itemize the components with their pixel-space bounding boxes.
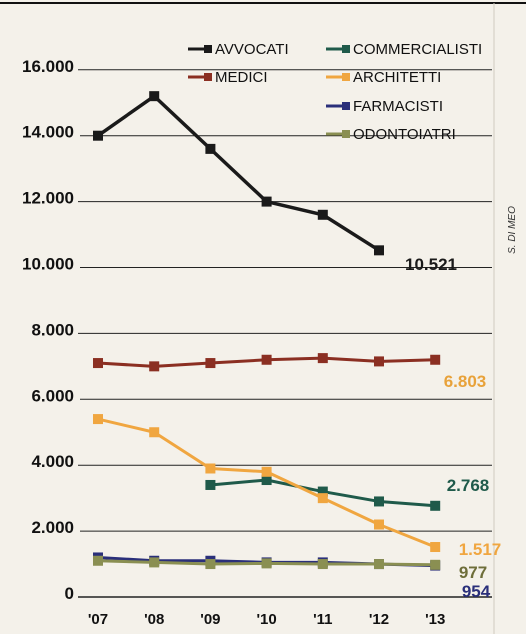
legend-label: AVVOCATI <box>215 41 289 58</box>
legend-label: ARCHITETTI <box>353 69 441 86</box>
x-tick-label: '10 <box>256 611 276 628</box>
data-point <box>374 519 384 530</box>
end-value-label: 6.803 <box>444 372 487 391</box>
legend-label: FARMACISTI <box>353 98 443 115</box>
legend-swatch-marker <box>342 73 350 81</box>
data-point <box>430 500 441 511</box>
legend-label: MEDICI <box>215 69 268 86</box>
end-value-label: 977 <box>459 563 487 582</box>
x-tick-label: '09 <box>200 611 220 628</box>
y-tick-label: 0 <box>65 584 74 603</box>
data-point <box>149 557 160 568</box>
data-point <box>430 559 441 570</box>
data-point <box>205 479 216 490</box>
data-point <box>430 354 441 365</box>
legend-swatch-marker <box>342 102 350 110</box>
x-tick-label: '07 <box>88 611 108 628</box>
data-point <box>205 143 216 154</box>
data-point <box>261 354 272 365</box>
x-tick-label: '08 <box>144 611 164 628</box>
end-value-label: 1.517 <box>459 540 502 559</box>
end-value-label: 10.521 <box>405 255 457 274</box>
legend-swatch-marker <box>342 45 350 53</box>
data-point <box>317 486 328 497</box>
data-point <box>93 130 103 141</box>
end-value-label: 2.768 <box>447 476 490 495</box>
data-point <box>205 358 216 369</box>
data-point <box>149 427 160 438</box>
series-line <box>96 94 380 252</box>
y-tick-label: 6.000 <box>31 386 74 405</box>
credit-text: S. DI MEO <box>507 206 518 254</box>
data-point <box>93 555 103 566</box>
data-point <box>317 209 328 220</box>
data-point <box>93 358 103 369</box>
data-point <box>149 91 160 102</box>
data-point <box>374 559 384 570</box>
data-point <box>261 466 272 477</box>
data-point <box>149 361 160 372</box>
y-tick-label: 14.000 <box>22 123 74 142</box>
data-point <box>374 496 384 507</box>
data-point <box>374 356 384 367</box>
x-tick-label: '12 <box>369 611 389 628</box>
y-tick-label: 4.000 <box>31 452 74 471</box>
legend-swatch-marker <box>342 130 350 138</box>
data-point <box>374 245 384 256</box>
y-tick-label: 10.000 <box>22 255 74 274</box>
data-point <box>430 542 441 553</box>
data-point <box>205 463 216 474</box>
legend-swatch-marker <box>204 73 212 81</box>
legend-swatch-marker <box>204 45 212 53</box>
data-point <box>261 558 272 569</box>
data-point <box>261 196 272 207</box>
y-tick-label: 2.000 <box>31 518 74 537</box>
data-point <box>317 353 328 364</box>
end-value-label: 954 <box>462 582 491 601</box>
legend-label: ODONTOIATRI <box>353 126 456 143</box>
legend-label: COMMERCIALISTI <box>353 41 482 58</box>
y-tick-label: 16.000 <box>22 57 74 76</box>
x-tick-label: '13 <box>425 611 445 628</box>
y-tick-label: 8.000 <box>31 320 74 339</box>
data-point <box>261 475 272 486</box>
data-point <box>205 559 216 570</box>
data-point <box>317 493 328 504</box>
x-tick-label: '11 <box>313 611 332 628</box>
y-tick-label: 12.000 <box>22 189 74 208</box>
data-point <box>93 414 103 425</box>
data-point <box>317 559 328 570</box>
